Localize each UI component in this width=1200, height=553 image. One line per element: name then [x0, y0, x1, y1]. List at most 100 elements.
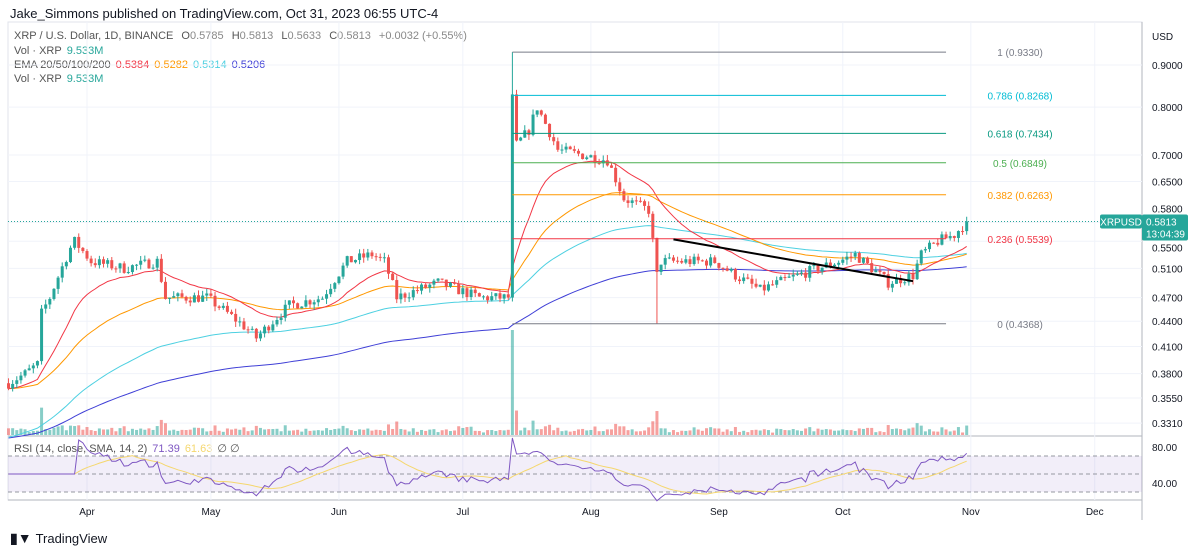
- volume-bar: [717, 428, 721, 435]
- candle-body: [308, 300, 312, 305]
- volume-bar: [333, 429, 337, 435]
- tradingview-logo[interactable]: ▮▼ TradingView: [10, 530, 107, 547]
- volume-bar: [651, 421, 655, 435]
- candle-body: [581, 153, 585, 160]
- volume-bar: [110, 427, 114, 435]
- volume-bar: [940, 427, 944, 435]
- volume-bar: [861, 428, 865, 435]
- candle-body: [721, 267, 725, 269]
- candle-body: [692, 256, 696, 265]
- candle-body: [172, 296, 176, 298]
- candle-body: [833, 264, 837, 267]
- volume-bar: [506, 429, 510, 435]
- candle-body: [126, 272, 130, 274]
- volume-bar: [159, 419, 163, 435]
- candle-body: [7, 383, 11, 389]
- candle-body: [23, 370, 27, 376]
- candle-body: [659, 264, 663, 272]
- volume-bar: [820, 429, 824, 435]
- volume-bar: [258, 427, 262, 435]
- price-tick: 0.3550: [1152, 394, 1183, 405]
- volume-bar: [771, 432, 775, 435]
- candle-body: [106, 260, 110, 264]
- candle-body: [370, 252, 374, 257]
- candle-body: [638, 200, 642, 202]
- candle-body: [506, 294, 510, 298]
- candle-body: [56, 277, 60, 289]
- candle-body: [787, 276, 791, 278]
- candle-body: [919, 250, 923, 264]
- volume-bar: [605, 429, 609, 435]
- candle-body: [300, 306, 304, 309]
- volume-bar: [853, 431, 857, 435]
- ohlc-close: C0.5813: [329, 30, 371, 42]
- volume-bar: [275, 428, 279, 435]
- volume-legend[interactable]: Vol · XRP 9.533M: [14, 45, 108, 57]
- symbol-title: XRP / U.S. Dollar, 1D, BINANCE: [14, 30, 174, 42]
- rsi-legend[interactable]: RSI (14, close, SMA, 14, 2) 71.39 61.63 ∅ ∅: [14, 442, 245, 455]
- candle-body: [283, 304, 287, 318]
- volume-bar: [754, 429, 758, 435]
- volume-bar: [585, 430, 589, 435]
- candle-body: [849, 256, 853, 258]
- volume-bar: [638, 431, 642, 435]
- volume-bar: [543, 426, 547, 435]
- volume-bar: [353, 431, 357, 435]
- volume-bar: [168, 430, 172, 435]
- candle-body: [766, 284, 770, 291]
- candle-body: [168, 297, 172, 299]
- candle-body: [556, 141, 560, 150]
- candle-body: [758, 284, 762, 287]
- volume-bar: [890, 429, 894, 435]
- volume-bar: [956, 427, 960, 435]
- volume-bar: [857, 428, 861, 435]
- volume-bar: [519, 430, 523, 435]
- currency-label[interactable]: USD: [1152, 32, 1174, 43]
- candle-body: [176, 293, 180, 297]
- candle-body: [651, 213, 655, 238]
- volume-bar: [411, 428, 415, 435]
- volume-bar: [31, 430, 35, 435]
- candle-body: [750, 278, 754, 284]
- volume-bar: [824, 429, 828, 435]
- volume-bar: [44, 429, 48, 435]
- symbol-tag: [1100, 214, 1142, 229]
- candle-body: [415, 290, 419, 292]
- volume-bar: [626, 430, 630, 435]
- candle-body: [35, 361, 39, 366]
- volume-bar: [762, 429, 766, 435]
- candle-body: [531, 114, 535, 135]
- volume-bar: [386, 424, 390, 435]
- candle-body: [523, 130, 527, 138]
- volume-bar: [684, 430, 688, 435]
- volume-bar: [345, 428, 349, 435]
- volume-bar: [440, 430, 444, 435]
- volume-bar: [828, 429, 832, 435]
- vol-label: Vol · XRP: [14, 73, 62, 85]
- candle-body: [890, 283, 894, 288]
- candle-body: [180, 293, 184, 297]
- symbol-legend[interactable]: XRP / U.S. Dollar, 1D, BINANCE O0.5785 H…: [14, 30, 472, 42]
- volume-bar: [676, 432, 680, 435]
- candle-body: [928, 242, 932, 250]
- candle-body: [329, 288, 333, 295]
- candle-body: [48, 298, 52, 305]
- volume-legend-2[interactable]: Vol · XRP 9.533M: [14, 73, 108, 85]
- volume-bar: [700, 430, 704, 435]
- volume-bar: [97, 428, 101, 435]
- candle-body: [576, 150, 580, 154]
- candle-body: [597, 162, 601, 164]
- volume-bar: [671, 430, 675, 435]
- candle-body: [201, 295, 205, 302]
- volume-bar: [81, 429, 85, 435]
- candle-body: [97, 259, 101, 266]
- volume-bar: [758, 430, 762, 435]
- volume-bar: [60, 425, 64, 435]
- candle-body: [221, 305, 225, 308]
- volume-bar: [242, 427, 246, 435]
- candle-body: [337, 276, 341, 284]
- candle-body: [700, 260, 704, 262]
- volume-bar: [213, 425, 217, 435]
- volume-bar: [882, 432, 886, 435]
